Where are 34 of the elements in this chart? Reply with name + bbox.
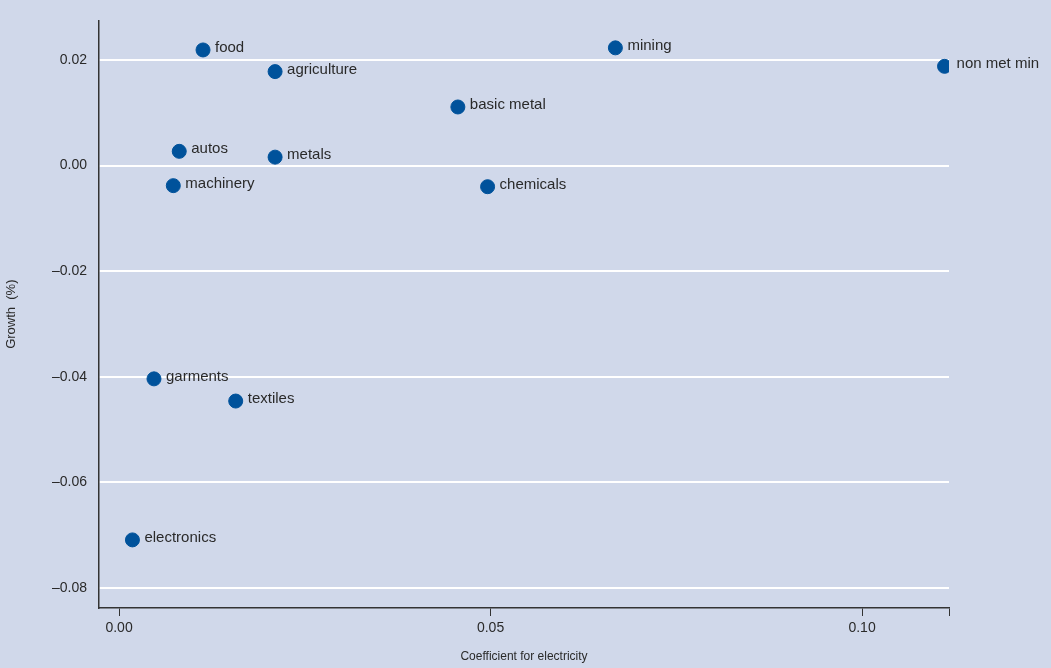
y-tick-label: –0.02 [51,262,88,279]
point [195,42,211,58]
annotation: machinery [185,173,255,191]
annotation: garments [165,367,229,385]
y-tick-label: –0.08 [51,578,88,595]
x-tick-label: 0.05 [476,619,505,636]
annotation: metals [287,145,332,163]
point [267,64,283,80]
point [607,40,623,56]
y-axis-title: Growth (%) [3,279,19,349]
annotation: autos [191,139,228,157]
x-tick-label: 0.00 [105,619,133,636]
point [267,149,283,165]
y-tick-label: 0.02 [59,50,88,67]
point [228,393,244,409]
point [146,371,162,387]
x-tick-label: 0.10 [848,619,876,636]
annotation: agriculture [287,59,358,77]
y-tick-label: –0.04 [51,367,88,384]
y-tick-label: 0.00 [59,156,88,173]
point [480,179,496,195]
annotation: non met min [956,54,1040,72]
annotation: food [215,38,245,56]
point [124,532,140,548]
point [450,99,466,115]
y-tick-label: –0.06 [51,473,88,490]
x-axis-title: Coefficient for electricity [460,649,588,664]
point [171,143,187,159]
annotation: chemicals [499,174,567,192]
annotation: textiles [247,389,295,407]
annotation: mining [627,35,672,53]
annotation: electronics [144,528,217,546]
annotation: basic metal [469,95,546,113]
point [165,178,181,194]
